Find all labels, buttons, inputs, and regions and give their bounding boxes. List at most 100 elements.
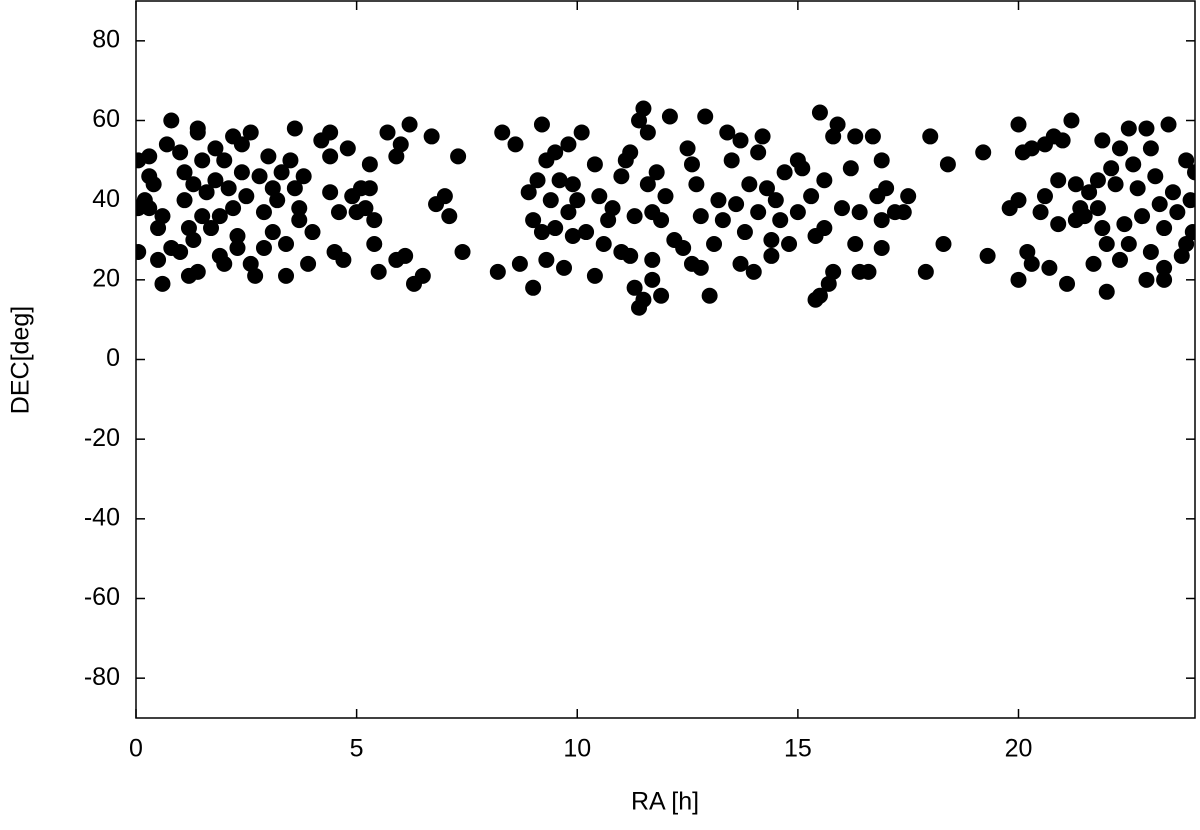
point [207,172,224,189]
point [150,251,167,268]
point [361,180,378,197]
y-tick-label: 80 [92,25,120,53]
point [547,144,564,161]
point [533,116,550,133]
point [635,100,652,117]
point [141,200,158,217]
point [547,220,564,237]
point [745,263,762,280]
point [1156,259,1173,276]
point [648,164,665,181]
point [163,112,180,129]
point [525,212,542,229]
point [692,259,709,276]
point [789,204,806,221]
point [255,204,272,221]
point [304,224,321,241]
point [564,176,581,193]
point [1010,271,1027,288]
point [1151,196,1168,213]
point [273,164,290,181]
point [291,200,308,217]
point [776,164,793,181]
x-tick-label: 5 [350,735,364,763]
point [1187,164,1195,181]
point [1023,140,1040,157]
point [1063,112,1080,129]
point [1050,172,1067,189]
point [330,204,347,221]
point [247,267,264,284]
point [339,140,356,157]
point [825,263,842,280]
point [975,144,992,161]
point [1076,208,1093,225]
point [216,255,233,272]
point [361,156,378,173]
point [847,128,864,145]
y-tick-label: 40 [92,185,120,213]
point [816,172,833,189]
point [370,263,387,280]
point [242,124,259,141]
point [154,275,171,292]
point [533,224,550,241]
point [529,172,546,189]
point [935,235,952,252]
point [1120,235,1137,252]
x-tick-label: 0 [129,735,143,763]
point [1160,116,1177,133]
point [1103,160,1120,177]
point [454,243,471,260]
point [895,204,912,221]
point [392,136,409,153]
point [794,160,811,177]
point [229,228,246,245]
point [189,263,206,280]
point [979,247,996,264]
point [639,124,656,141]
point [569,192,586,209]
point [917,263,934,280]
point [1059,275,1076,292]
point [542,192,559,209]
point [401,116,418,133]
point [278,235,295,252]
point [255,239,272,256]
point [851,204,868,221]
point [295,168,312,185]
point [551,172,568,189]
point [322,184,339,201]
point [1164,184,1181,201]
point [194,152,211,169]
point [291,212,308,229]
point [1120,120,1137,137]
y-tick-label: -20 [84,424,120,452]
point [441,208,458,225]
point [878,180,895,197]
y-tick-label: 0 [106,344,120,372]
point [220,180,237,197]
point [1094,132,1111,149]
point [145,176,162,193]
point [1081,184,1098,201]
point [675,239,692,256]
point [688,176,705,193]
point [300,255,317,272]
point [697,108,714,125]
point [781,235,798,252]
point [189,120,206,137]
point [860,263,877,280]
point [194,208,211,225]
point [211,208,228,225]
point [767,192,784,209]
point [1125,156,1142,173]
point [203,220,220,237]
point [436,188,453,205]
point [1036,188,1053,205]
point [397,247,414,264]
point [507,136,524,153]
point [366,235,383,252]
point [357,200,374,217]
